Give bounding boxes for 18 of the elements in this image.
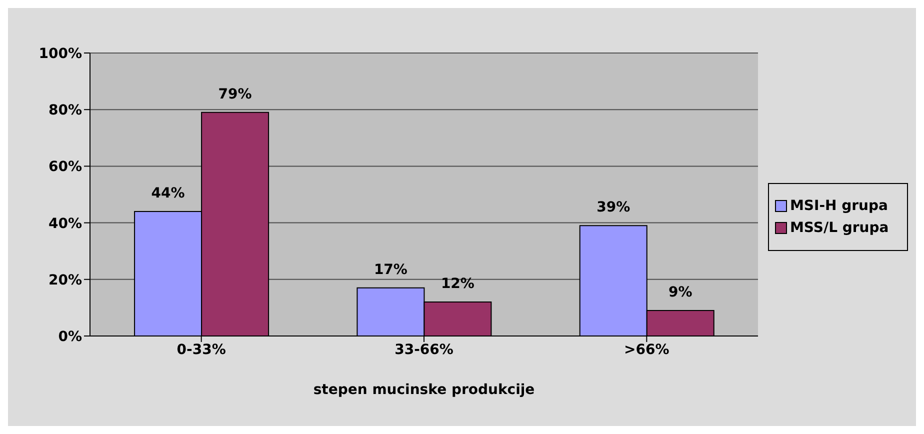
y-tick-label: 80% bbox=[48, 102, 82, 119]
y-tick-label: 20% bbox=[48, 272, 82, 288]
data-label: 12% bbox=[440, 276, 474, 292]
y-tick-label: 60% bbox=[48, 159, 82, 176]
data-label: 9% bbox=[668, 284, 692, 301]
x-tick-label: 33-66% bbox=[394, 342, 454, 358]
x-tick-label: >66% bbox=[624, 342, 670, 358]
legend-label: MSS/L grupa bbox=[789, 220, 890, 236]
y-tick-label: 40% bbox=[48, 216, 82, 232]
data-label: 17% bbox=[374, 262, 408, 278]
data-label: 44% bbox=[151, 185, 185, 202]
legend-label: MSI-H grupa bbox=[789, 198, 889, 214]
y-tick-label: 100% bbox=[38, 46, 82, 62]
y-tick-label: 0% bbox=[58, 328, 82, 345]
data-label: 39% bbox=[596, 200, 630, 216]
x-axis-title: stepen mucinske produkcije bbox=[313, 382, 535, 398]
x-tick-label: 0-33% bbox=[176, 342, 226, 358]
data-label: 79% bbox=[218, 86, 252, 102]
